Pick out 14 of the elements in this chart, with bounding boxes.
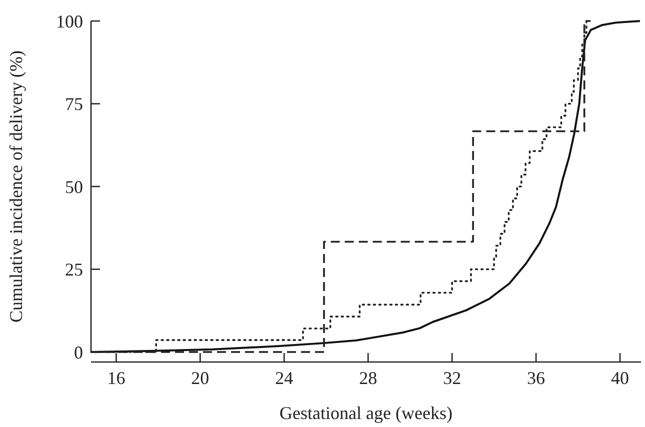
x-tick-label: 40 (611, 368, 630, 388)
y-tick-label: 0 (74, 342, 83, 362)
x-tick-label: 28 (359, 368, 378, 388)
x-tick-label: 16 (107, 368, 126, 388)
x-tick-label: 24 (275, 368, 294, 388)
x-axis-title: Gestational age (weeks) (280, 403, 452, 423)
y-tick-label: 75 (65, 94, 83, 114)
x-tick-label: 20 (191, 368, 210, 388)
y-axis-title: Cumulative incidence of delivery (%) (6, 50, 26, 322)
y-tick-label: 100 (56, 11, 83, 32)
x-tick-label: 32 (443, 368, 462, 388)
x-tick-label: 36 (527, 368, 546, 388)
y-tick-label: 25 (65, 260, 83, 280)
y-tick-label: 50 (65, 176, 83, 197)
